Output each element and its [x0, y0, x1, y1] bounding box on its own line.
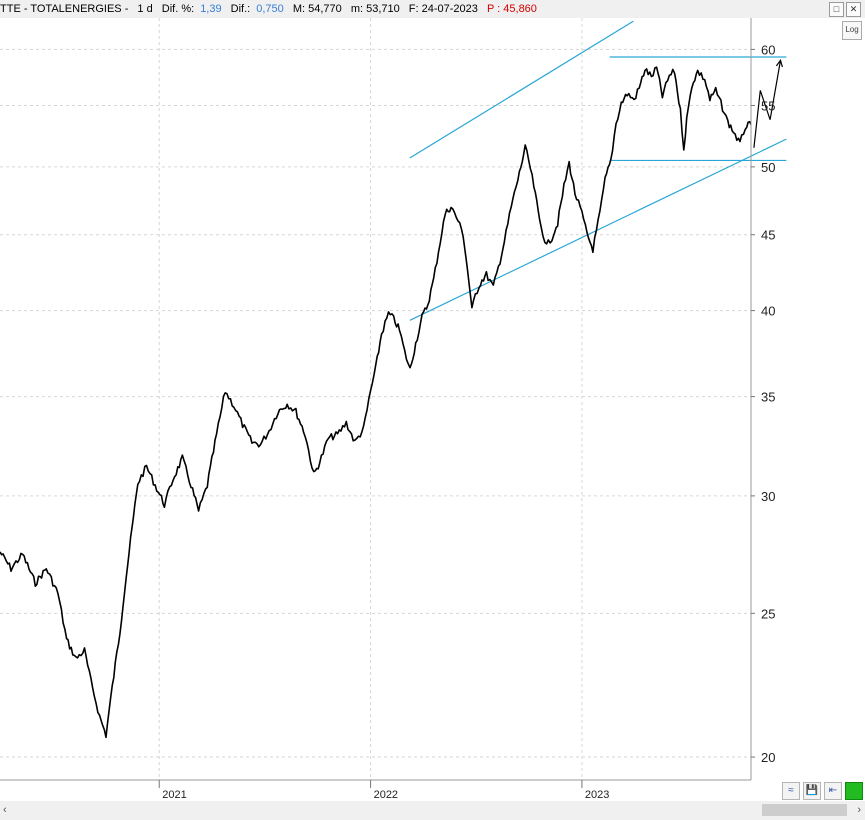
y-tick-label: 20: [761, 750, 775, 765]
period-label: 1 d: [137, 3, 153, 15]
bottom-toolbar: ≈ 💾 ⇤: [782, 782, 863, 800]
max-value: M: 54,770: [292, 3, 342, 15]
min-value: m: 53,710: [350, 3, 400, 15]
overlay-icon[interactable]: ≈: [782, 782, 800, 800]
dif-pct-value: 1,39: [200, 3, 222, 15]
chart-background: [0, 18, 865, 801]
x-axis: 2021 2022 2023: [158, 780, 609, 801]
projection-arrowhead: [775, 58, 783, 68]
y-tick-label: 30: [761, 489, 775, 504]
trendline: [409, 20, 634, 159]
y-tick-label: 40: [761, 304, 775, 319]
scroll-right-icon[interactable]: ›: [857, 804, 861, 816]
price-value: P : 45,860: [486, 3, 537, 15]
y-tick-label: 35: [761, 390, 775, 405]
price-line: [0, 66, 752, 739]
horizontal-scrollbar[interactable]: ‹ ›: [0, 801, 865, 820]
y-tick-label: 45: [761, 228, 775, 243]
dif-value: 0,750: [256, 3, 284, 15]
price-series: [0, 66, 752, 739]
status-indicator-icon[interactable]: [845, 782, 863, 800]
scroll-left-icon[interactable]: ‹: [3, 804, 7, 816]
grid: [0, 18, 751, 780]
y-tick-label: 60: [761, 42, 775, 57]
y-tick-label: 55: [761, 98, 775, 113]
trendlines: [409, 20, 787, 321]
maximize-button[interactable]: □: [829, 2, 844, 17]
close-button[interactable]: ✕: [846, 2, 861, 17]
projection-arrow: [753, 58, 783, 148]
dif-label: Dif.:: [230, 3, 251, 15]
date-value: F: 24-07-2023: [408, 3, 478, 15]
x-tick-label: 2023: [585, 789, 609, 801]
window-controls: □ ✕: [829, 2, 861, 17]
price-chart[interactable]: 20 25 30 35 40 45 50 55 60 2021 2022 2023: [0, 18, 865, 801]
x-tick-label: 2021: [162, 789, 186, 801]
save-icon[interactable]: 💾: [803, 782, 821, 800]
trendline: [409, 138, 787, 321]
log-scale-button[interactable]: Log: [842, 21, 862, 40]
y-tick-label: 50: [761, 160, 775, 175]
y-tick-label: 25: [761, 606, 775, 621]
dif-pct-label: Dif. %:: [161, 3, 195, 15]
pin-icon[interactable]: ⇤: [824, 782, 842, 800]
x-tick-label: 2022: [374, 789, 398, 801]
chart-header: TTE - TOTALENERGIES - 1 d Dif. %: 1,39 Di…: [0, 0, 865, 18]
symbol-label: TTE - TOTALENERGIES -: [0, 3, 129, 15]
scroll-thumb[interactable]: [762, 804, 847, 816]
y-axis: 20 25 30 35 40 45 50 55 60: [751, 42, 775, 765]
projection-path: [753, 60, 782, 148]
